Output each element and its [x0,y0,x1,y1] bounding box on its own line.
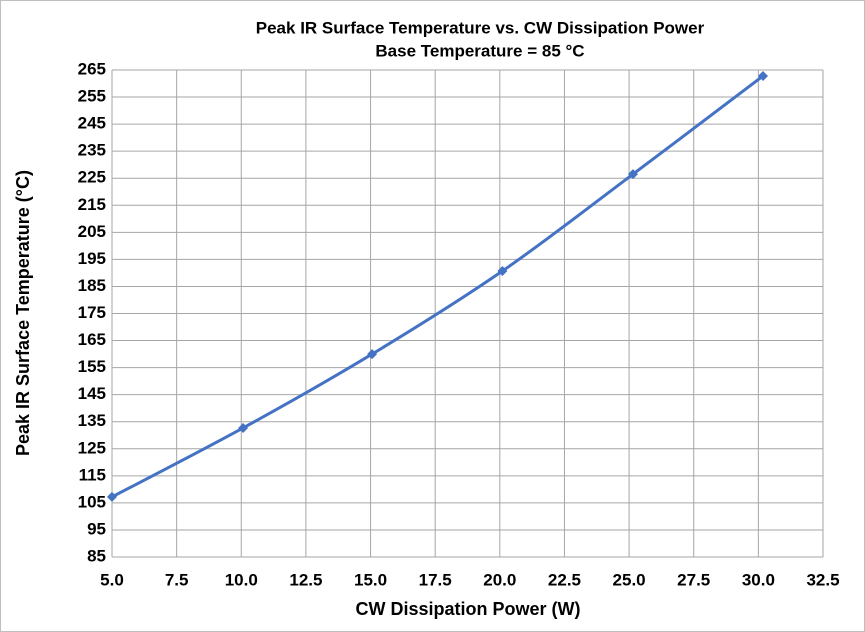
y-axis-label: Peak IR Surface Temperature (°C) [13,170,33,456]
data-point [497,266,508,277]
y-tick-label: 105 [78,492,106,511]
y-tick-label: 125 [78,438,106,457]
y-tick-label: 205 [78,222,106,241]
chart-subtitle: Base Temperature = 85 °C [375,41,584,60]
x-tick-label: 5.0 [100,570,124,589]
x-tick-label: 15.0 [354,570,387,589]
y-tick-label: 195 [78,249,106,268]
data-point [758,70,769,81]
data-point [367,349,378,360]
x-tick-label: 17.5 [419,570,452,589]
x-tick-label: 20.0 [483,570,516,589]
x-tick-label: 25.0 [613,570,646,589]
data-point [627,169,638,180]
y-tick-label: 85 [87,546,106,565]
y-tick-label: 265 [78,59,106,78]
x-tick-label: 7.5 [165,570,189,589]
data-point [107,491,117,502]
y-tick-label: 185 [78,276,106,295]
y-tick-label: 95 [87,519,106,538]
x-tick-label: 32.5 [806,570,839,589]
x-tick-label: 22.5 [548,570,581,589]
y-tick-label: 255 [78,87,106,106]
y-tick-label: 165 [78,330,106,349]
y-tick-label: 245 [78,114,106,133]
y-tick-label: 155 [78,357,106,376]
y-tick-label: 215 [78,195,106,214]
y-tick-label: 175 [78,303,106,322]
y-tick-label: 135 [78,411,106,430]
x-tick-label: 30.0 [742,570,775,589]
series-line [111,74,764,499]
y-tick-label: 115 [79,465,106,484]
y-tick-label: 145 [78,384,106,403]
y-tick-label: 225 [78,168,106,187]
data-point [238,422,249,433]
x-tick-label: 10.0 [225,570,258,589]
x-tick-label: 12.5 [289,570,322,589]
x-tick-label: 27.5 [677,570,710,589]
y-tick-label: 235 [78,141,106,160]
x-axis-label: CW Dissipation Power (W) [356,599,581,619]
chart-title: Peak IR Surface Temperature vs. CW Dissi… [256,18,705,37]
